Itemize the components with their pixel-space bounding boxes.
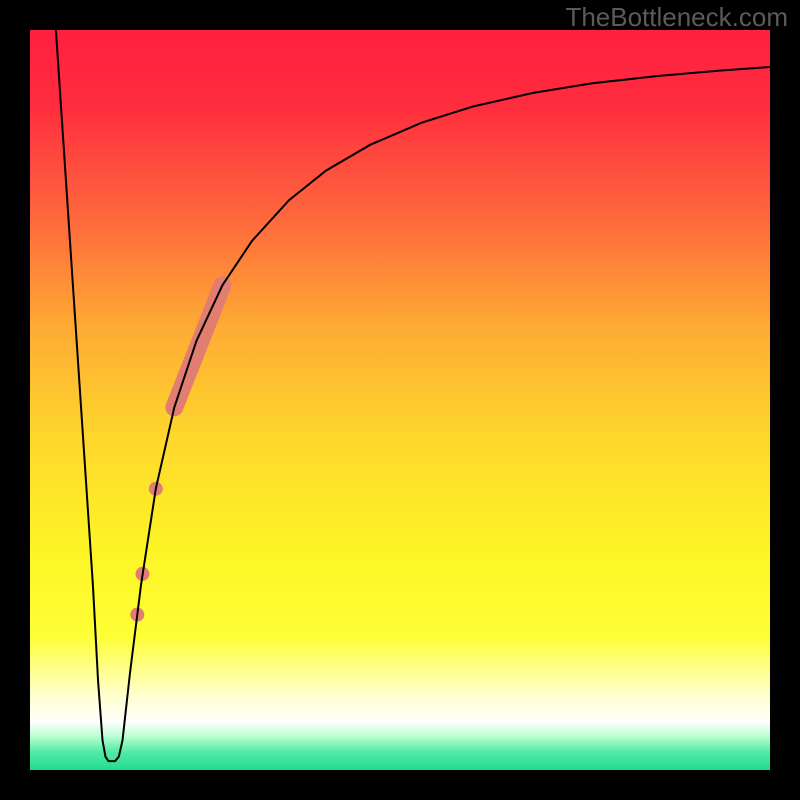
watermark: TheBottleneck.com (565, 2, 788, 32)
plot-gradient-background (30, 30, 770, 770)
